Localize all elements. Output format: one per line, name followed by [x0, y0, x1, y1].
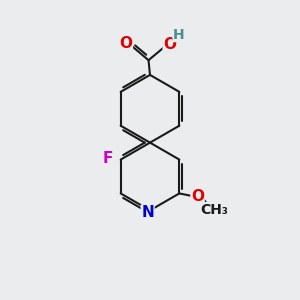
Text: F: F: [103, 151, 113, 166]
Text: H: H: [173, 28, 185, 42]
Text: O: O: [191, 189, 204, 204]
Text: O: O: [163, 38, 176, 52]
Text: N: N: [141, 205, 154, 220]
Text: O: O: [119, 36, 132, 51]
Text: CH₃: CH₃: [200, 202, 228, 217]
